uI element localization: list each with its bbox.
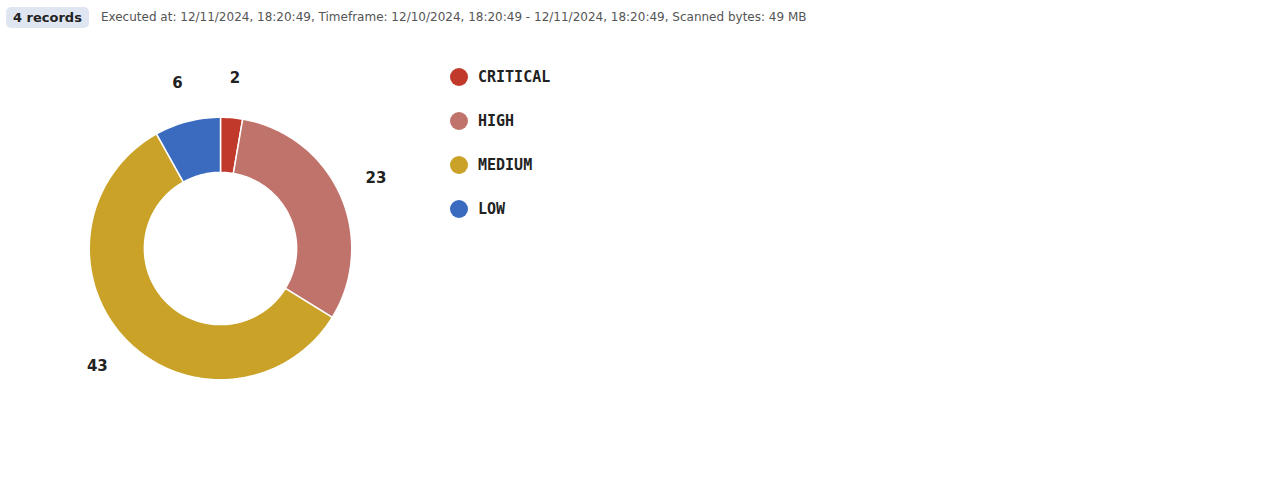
svg-text:2: 2 <box>230 69 240 87</box>
svg-text:23: 23 <box>366 169 387 187</box>
html-text:Executed at: 12/11/2024, 18:20: Executed at: 12/11/2024, 18:20:49, Timef… <box>100 10 807 24</box>
svg-text:6: 6 <box>172 74 182 92</box>
html-text:MEDIUM: MEDIUM <box>478 156 533 174</box>
html-text:LOW: LOW <box>478 200 506 218</box>
html-text:HIGH: HIGH <box>478 112 515 130</box>
html-text:4 records: 4 records <box>13 9 82 25</box>
html-text:CRITICAL: CRITICAL <box>478 68 551 86</box>
svg-text:43: 43 <box>87 357 108 375</box>
